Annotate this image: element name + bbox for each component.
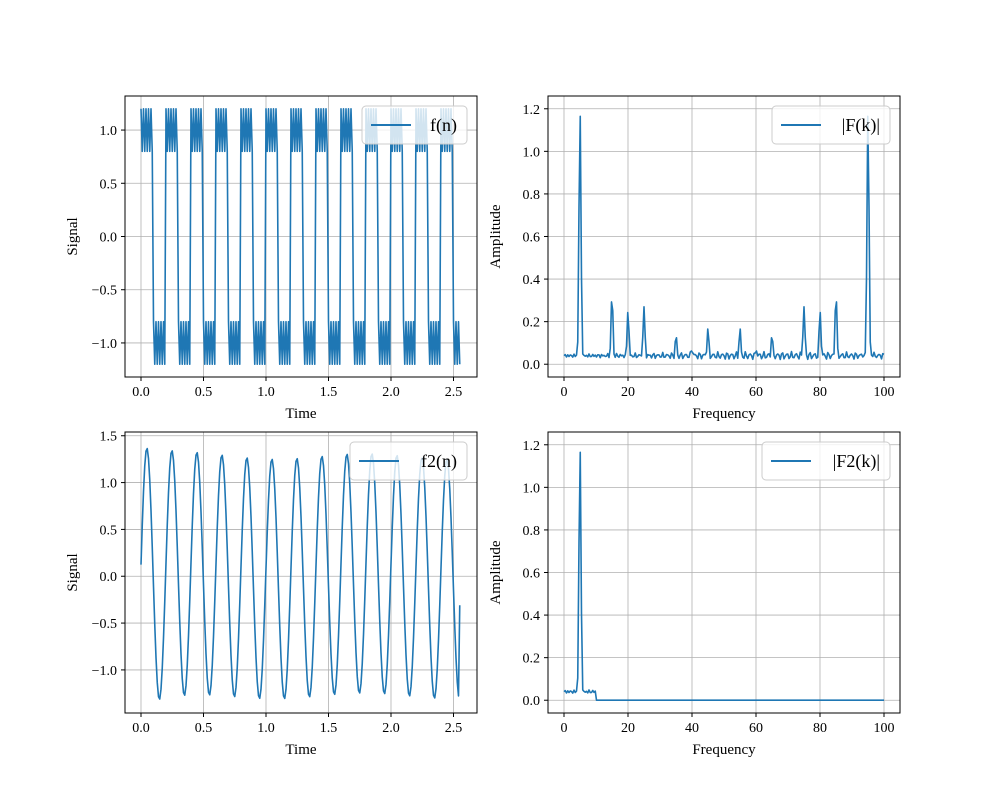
x-tick-label: 40 (685, 385, 699, 400)
y-tick-label: 0.2 (523, 652, 541, 667)
y-tick-label: −1.0 (92, 664, 117, 679)
y-tick-label: −0.5 (92, 284, 117, 299)
y-tick-label: 0.6 (523, 231, 541, 246)
y-tick-label: 0.4 (523, 609, 541, 624)
y-tick-label: 0.2 (523, 316, 541, 331)
x-tick-label: 20 (621, 385, 635, 400)
spectrum-panel: 0 20 40 60 80 100 0.0 0.2 0.4 0.6 0.8 1.0 1.2 Frequen… (488, 95, 901, 422)
x-tick-label: 2.0 (382, 721, 400, 736)
legend: |F(k)| (771, 105, 891, 145)
y-axis-label: Signal (65, 553, 81, 591)
y-axis-label: Amplitude (488, 204, 504, 269)
y-tick-label: 0.4 (523, 273, 541, 288)
x-tick-label: 1.5 (320, 721, 338, 736)
y-tick-label: 0.0 (523, 358, 541, 373)
y-tick-label: 0.8 (523, 188, 541, 203)
y-tick-label: 0.5 (100, 523, 118, 538)
legend: f2(n) (349, 441, 468, 481)
x-tick-label: 20 (621, 721, 635, 736)
legend: |F2(k)| (761, 441, 891, 481)
series-line (140, 107, 461, 366)
y-tick-label: 1.2 (523, 439, 541, 454)
legend-label: f(n) (430, 115, 457, 136)
x-tick-label: 2.0 (382, 385, 400, 400)
x-tick-label: 60 (749, 385, 763, 400)
y-tick-label: 0.0 (100, 570, 118, 585)
y-tick-label: 1.0 (523, 481, 541, 496)
y-axis-label: Signal (65, 217, 81, 255)
x-tick-label: 0 (561, 385, 568, 400)
x-tick-label: 0.0 (132, 721, 150, 736)
x-tick-label: 0 (561, 721, 568, 736)
y-tick-label: 1.0 (523, 145, 541, 160)
x-tick-label: 0.5 (195, 721, 213, 736)
y-tick-label: 1.0 (100, 477, 118, 492)
x-tick-label: 100 (874, 385, 895, 400)
y-tick-label: 1.0 (100, 124, 118, 139)
legend-box (349, 441, 468, 481)
x-tick-label: 0.0 (132, 385, 150, 400)
y-tick-label: 1.5 (100, 430, 118, 445)
x-axis-label: Time (285, 742, 316, 758)
y-tick-label: 0.0 (523, 694, 541, 709)
x-axis-label: Frequency (692, 742, 756, 758)
x-tick-label: 100 (874, 721, 895, 736)
y-tick-label: 0.5 (100, 177, 118, 192)
x-tick-label: 0.5 (195, 385, 213, 400)
y-axis-label: Amplitude (488, 540, 504, 605)
x-axis-label: Frequency (692, 406, 756, 422)
y-tick-label: 0.6 (523, 567, 541, 582)
x-tick-label: 1.0 (257, 385, 275, 400)
legend-label: |F(k)| (842, 115, 880, 136)
y-tick-label: 0.0 (100, 231, 118, 246)
legend: f(n) (361, 105, 468, 145)
x-tick-label: 60 (749, 721, 763, 736)
spectrum-2-panel: 0 20 40 60 80 100 0.0 0.2 0.4 0.6 0.8 1.0 1.2 Frequen… (488, 431, 901, 758)
legend-box (771, 105, 891, 145)
legend-label: f2(n) (421, 451, 457, 472)
legend-box (761, 441, 891, 481)
x-tick-label: 1.0 (257, 721, 275, 736)
y-tick-label: 1.2 (523, 103, 541, 118)
x-tick-label: 2.5 (445, 721, 463, 736)
x-tick-label: 1.5 (320, 385, 338, 400)
series-line (563, 115, 885, 361)
y-tick-label: −1.0 (92, 337, 117, 352)
time-signal-panel: 0.0 0.5 1.0 1.5 2.0 2.5 −1.0 −0.5 0.0 0.5 1.0 Time S… (65, 95, 478, 422)
series-line (140, 447, 461, 700)
x-tick-label: 40 (685, 721, 699, 736)
time-signal-2-panel: 0.0 0.5 1.0 1.5 2.0 2.5 −1.0 −0.5 0.0 0.5 1.0 1.5 Ti… (65, 430, 478, 758)
series-line (563, 451, 884, 702)
x-tick-label: 80 (813, 385, 827, 400)
axes-frame (124, 431, 478, 714)
legend-box (361, 105, 468, 145)
x-tick-label: 2.5 (445, 385, 463, 400)
legend-label: |F2(k)| (833, 451, 880, 472)
x-axis-label: Time (285, 406, 316, 422)
y-tick-label: 0.8 (523, 524, 541, 539)
x-tick-label: 80 (813, 721, 827, 736)
y-tick-label: −0.5 (92, 617, 117, 632)
